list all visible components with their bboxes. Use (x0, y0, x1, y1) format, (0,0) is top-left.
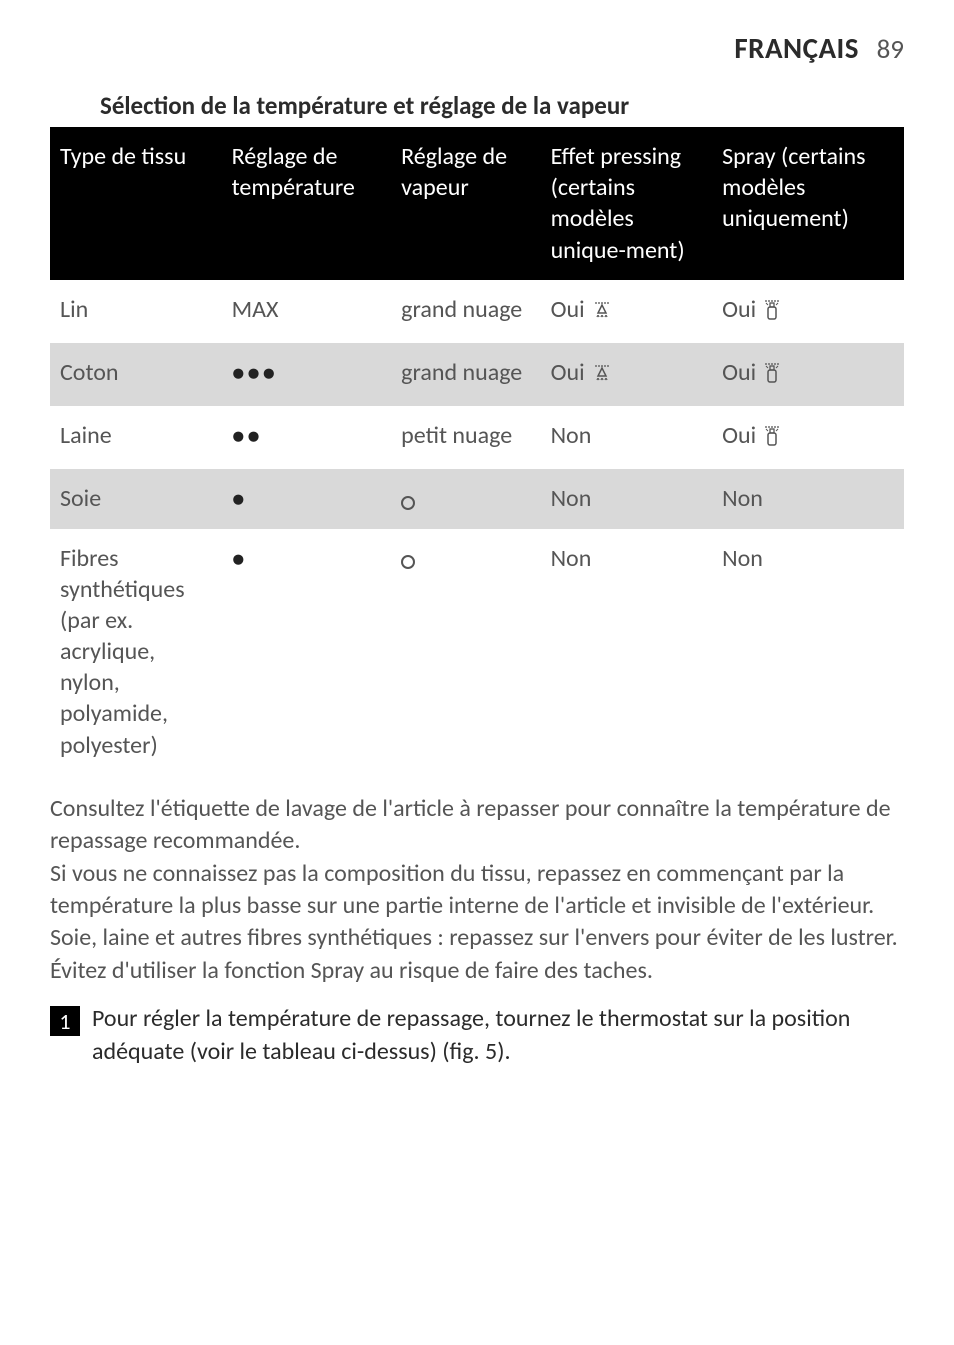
pressing-value: Oui (551, 295, 585, 324)
step-text: Pour régler la température de repassage,… (92, 1003, 904, 1068)
cell-pressing: Oui (541, 280, 713, 343)
instruction-step: 1 Pour régler la température de repassag… (50, 1003, 904, 1068)
page-number: 89 (877, 33, 904, 66)
spray-value: Oui (722, 295, 756, 324)
cell-steam: grand nuage (391, 343, 540, 406)
cell-fabric: Laine (50, 406, 222, 469)
section-title: Sélection de la température et réglage d… (50, 90, 904, 129)
language-label: FRANÇAIS (734, 30, 859, 66)
page-header: FRANÇAIS 89 (50, 30, 904, 66)
spray-value: Oui (722, 421, 756, 450)
col-header-pressing: Effet pressing (certains modèles unique-… (541, 129, 713, 280)
spray-icon (762, 361, 782, 392)
cell-fabric: Fibres synthétiques (par ex. acrylique, … (50, 529, 222, 775)
table-row: Laine ●● petit nuage Non Oui (50, 406, 904, 469)
pressing-value: Non (551, 421, 592, 450)
spray-icon (762, 298, 782, 329)
pressing-value: Non (551, 544, 592, 573)
cell-steam: grand nuage (391, 280, 540, 343)
cell-spray: Oui (712, 406, 904, 469)
temp-dots-icon: ●● (232, 422, 263, 449)
table-header-row: Type de tissu Réglage de température Rég… (50, 129, 904, 280)
cell-pressing: Non (541, 469, 713, 528)
temp-dots-icon: ● (232, 485, 247, 512)
spray-value: Oui (722, 358, 756, 387)
steam-icon (591, 361, 613, 392)
col-header-fabric: Type de tissu (50, 129, 222, 280)
paragraph: Consultez l'étiquette de lavage de l'art… (50, 793, 904, 858)
cell-temp: ● (222, 469, 392, 528)
table-row: Fibres synthétiques (par ex. acrylique, … (50, 529, 904, 775)
cell-fabric: Lin (50, 280, 222, 343)
no-steam-icon (401, 555, 415, 569)
settings-table: Type de tissu Réglage de température Rég… (50, 129, 904, 775)
table-row: Soie ● Non Non (50, 469, 904, 528)
cell-temp: ●● (222, 406, 392, 469)
cell-temp: ● (222, 529, 392, 775)
col-header-steam: Réglage de vapeur (391, 129, 540, 280)
cell-spray: Non (712, 469, 904, 528)
cell-temp: MAX (222, 280, 392, 343)
no-steam-icon (401, 496, 415, 510)
col-header-temp: Réglage de température (222, 129, 392, 280)
table-row: LinMAXgrand nuage Oui Oui (50, 280, 904, 343)
steam-icon (591, 298, 613, 329)
cell-pressing: Non (541, 406, 713, 469)
cell-spray: Non (712, 529, 904, 775)
spray-icon (762, 424, 782, 455)
temp-dots-icon: ●●● (232, 359, 278, 386)
cell-pressing: Non (541, 529, 713, 775)
body-paragraphs: Consultez l'étiquette de lavage de l'art… (50, 793, 904, 987)
pressing-value: Oui (551, 358, 585, 387)
temp-dots-icon: ● (232, 545, 247, 572)
table-row: Coton ●●● grand nuage Oui Oui (50, 343, 904, 406)
cell-steam: petit nuage (391, 406, 540, 469)
paragraph: Si vous ne connaissez pas la composition… (50, 858, 904, 923)
cell-fabric: Coton (50, 343, 222, 406)
cell-temp: ●●● (222, 343, 392, 406)
cell-pressing: Oui (541, 343, 713, 406)
cell-steam (391, 469, 540, 528)
cell-steam (391, 529, 540, 775)
cell-fabric: Soie (50, 469, 222, 528)
pressing-value: Non (551, 484, 592, 513)
paragraph: Soie, laine et autres fibres synthétique… (50, 922, 904, 987)
col-header-spray: Spray (certains modèles uniquement) (712, 129, 904, 280)
spray-value: Non (722, 544, 763, 573)
spray-value: Non (722, 484, 763, 513)
cell-spray: Oui (712, 343, 904, 406)
step-number: 1 (50, 1006, 80, 1036)
cell-spray: Oui (712, 280, 904, 343)
